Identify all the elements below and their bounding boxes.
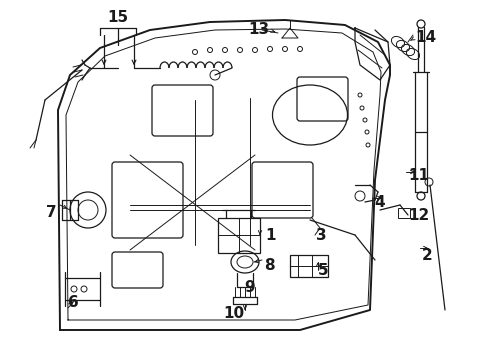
Text: 8: 8: [264, 258, 274, 273]
Bar: [65, 278, 100, 300]
Text: 6: 6: [68, 295, 79, 310]
Bar: [289, 255, 327, 277]
Text: 13: 13: [247, 22, 268, 37]
Text: 9: 9: [244, 280, 254, 295]
Text: 3: 3: [315, 228, 326, 243]
Text: 5: 5: [317, 263, 328, 278]
Text: 14: 14: [414, 30, 435, 45]
Text: 11: 11: [407, 168, 428, 183]
Bar: [218, 218, 260, 253]
Text: 7: 7: [46, 205, 57, 220]
Text: 4: 4: [373, 195, 384, 210]
Text: 2: 2: [421, 248, 432, 263]
Text: 15: 15: [107, 10, 128, 25]
Bar: [397, 208, 409, 218]
Text: 12: 12: [407, 208, 428, 223]
Text: 10: 10: [223, 306, 244, 321]
Text: 1: 1: [264, 228, 275, 243]
